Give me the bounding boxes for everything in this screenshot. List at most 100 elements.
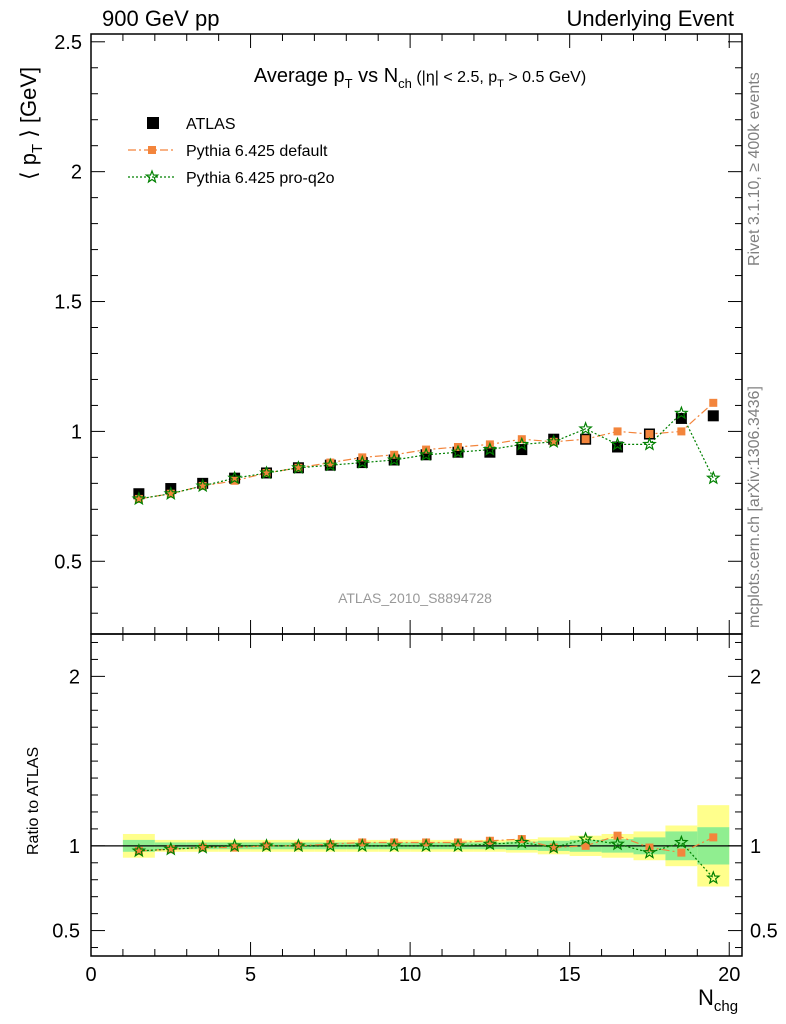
proq2o-point (450, 444, 466, 459)
ratio-default-point (517, 835, 526, 844)
proq2o-point (227, 470, 242, 485)
watermark: ATLAS_2010_S8894728 (338, 590, 492, 606)
ratio-default-point (422, 838, 431, 847)
atlas-point (420, 449, 432, 461)
header-right: Underlying Event (566, 6, 734, 31)
ratio-default-point (198, 843, 207, 852)
atlas-point (388, 454, 400, 466)
ratio-default-point (581, 841, 590, 850)
ratio-proq2o-point (163, 841, 179, 856)
axes-ticks: 0 5 10 15 20 0.5 1 1.5 2 2.5 0.5 0.5 1 1 2 2 (52, 32, 778, 986)
ratio-proq2o-point (195, 839, 211, 854)
default-point (645, 430, 654, 438)
ratio-default-point (358, 838, 367, 847)
data-marks (131, 398, 721, 885)
ratio-default-point (166, 845, 175, 854)
ratio-default-point (613, 831, 622, 840)
atlas-point (675, 412, 687, 424)
ratio-proq2o-point (450, 838, 466, 853)
ratio-default-point (326, 840, 335, 849)
default-point (709, 398, 718, 407)
proq2o-point (546, 434, 562, 448)
ratio-default-point (294, 841, 303, 850)
ratio-proq2o-point (227, 838, 242, 853)
ratio-line-proq2o (138, 838, 714, 879)
default-point (326, 458, 335, 467)
ratio-default-point (709, 833, 718, 842)
ratio-proq2o-point (291, 838, 306, 853)
ratio-proq2o-point (354, 838, 370, 853)
proq2o-point (482, 441, 498, 456)
ratio-default-point (230, 843, 239, 852)
y-tick-label: 2.5 (54, 32, 82, 54)
ratio-default-point (549, 843, 558, 852)
proq2o-point (642, 436, 657, 451)
legend-label-default: Pythia 6.425 default (186, 143, 328, 160)
x-tick-label: 15 (559, 964, 581, 986)
proq2o-point (131, 491, 147, 506)
legend-label-atlas: ATLAS (186, 116, 236, 133)
ratio-proq2o-point (131, 843, 147, 858)
ratio-proq2o-point (418, 838, 434, 853)
ratio-default-point (677, 848, 686, 857)
y-tick-label: 0.5 (54, 551, 82, 573)
legend-marker-atlas (147, 117, 159, 129)
ratio-default-point (134, 846, 143, 855)
proq2o-point (705, 470, 721, 485)
default-point (198, 481, 207, 490)
default-point (294, 463, 303, 472)
ratio-proq2o-point (642, 844, 657, 859)
y-tick-label: 1 (71, 421, 82, 443)
ratio-plot-frame (90, 633, 743, 957)
header-left: 900 GeV pp (102, 6, 220, 31)
ratio-proq2o-point (546, 839, 562, 854)
ratio-y-tick-label-right: 2 (750, 666, 761, 688)
atlas-point (452, 446, 464, 458)
proq2o-point (418, 447, 434, 461)
legend: ATLAS Pythia 6.425 default Pythia 6.425 … (128, 116, 335, 187)
ratio-y-tick-label-right: 0.5 (750, 921, 778, 943)
legend-marker-proq2o (144, 169, 160, 184)
proq2o-point (578, 421, 593, 436)
ratio-y-axis-label: Ratio to ATLAS (25, 747, 42, 855)
proq2o-point (291, 460, 306, 474)
default-point (549, 437, 558, 446)
atlas-point (516, 444, 528, 456)
x-tick-label: 10 (399, 964, 421, 986)
default-point (613, 427, 622, 436)
ratio-proq2o-point (386, 838, 402, 853)
ratio-proq2o-point (259, 838, 274, 853)
ratio-proq2o-point (705, 870, 721, 885)
x-axis-label: Nchg (698, 985, 738, 1015)
ratio-proq2o-point (674, 834, 689, 849)
default-point (166, 489, 175, 498)
proq2o-point (674, 405, 689, 420)
ratio-proq2o-point (482, 836, 498, 851)
x-tick-label: 0 (85, 964, 96, 986)
y-tick-label: 1.5 (54, 292, 82, 314)
default-point (262, 468, 271, 477)
ratio-y-tick-label: 1 (69, 836, 80, 858)
ratio-y-tick-label: 0.5 (52, 921, 80, 943)
ratio-proq2o-point (322, 838, 338, 853)
ratio-proq2o-point (578, 831, 593, 846)
main-plot-title: Average pT vs Nch (|η| < 2.5, pT > 0.5 G… (254, 65, 586, 91)
ratio-proq2o-point (610, 836, 625, 851)
default-point (677, 427, 686, 436)
ratio-y-tick-label: 2 (69, 666, 80, 688)
proq2o-point (354, 454, 370, 469)
ratio-default-point (453, 838, 462, 847)
default-point (134, 494, 143, 503)
ratio-default-point (485, 836, 494, 845)
x-tick-label: 5 (245, 964, 256, 986)
default-point (581, 435, 590, 444)
proq2o-point (514, 436, 530, 451)
proq2o-point (610, 436, 625, 451)
legend-label-proq2o: Pythia 6.425 pro-q2o (186, 170, 335, 187)
atlas-point (707, 410, 719, 422)
y-tick-label: 2 (71, 162, 82, 184)
proq2o-point (386, 452, 402, 467)
ratio-default-point (262, 841, 271, 850)
main-y-axis-label: ⟨ pT ⟩ [GeV] (16, 67, 46, 180)
